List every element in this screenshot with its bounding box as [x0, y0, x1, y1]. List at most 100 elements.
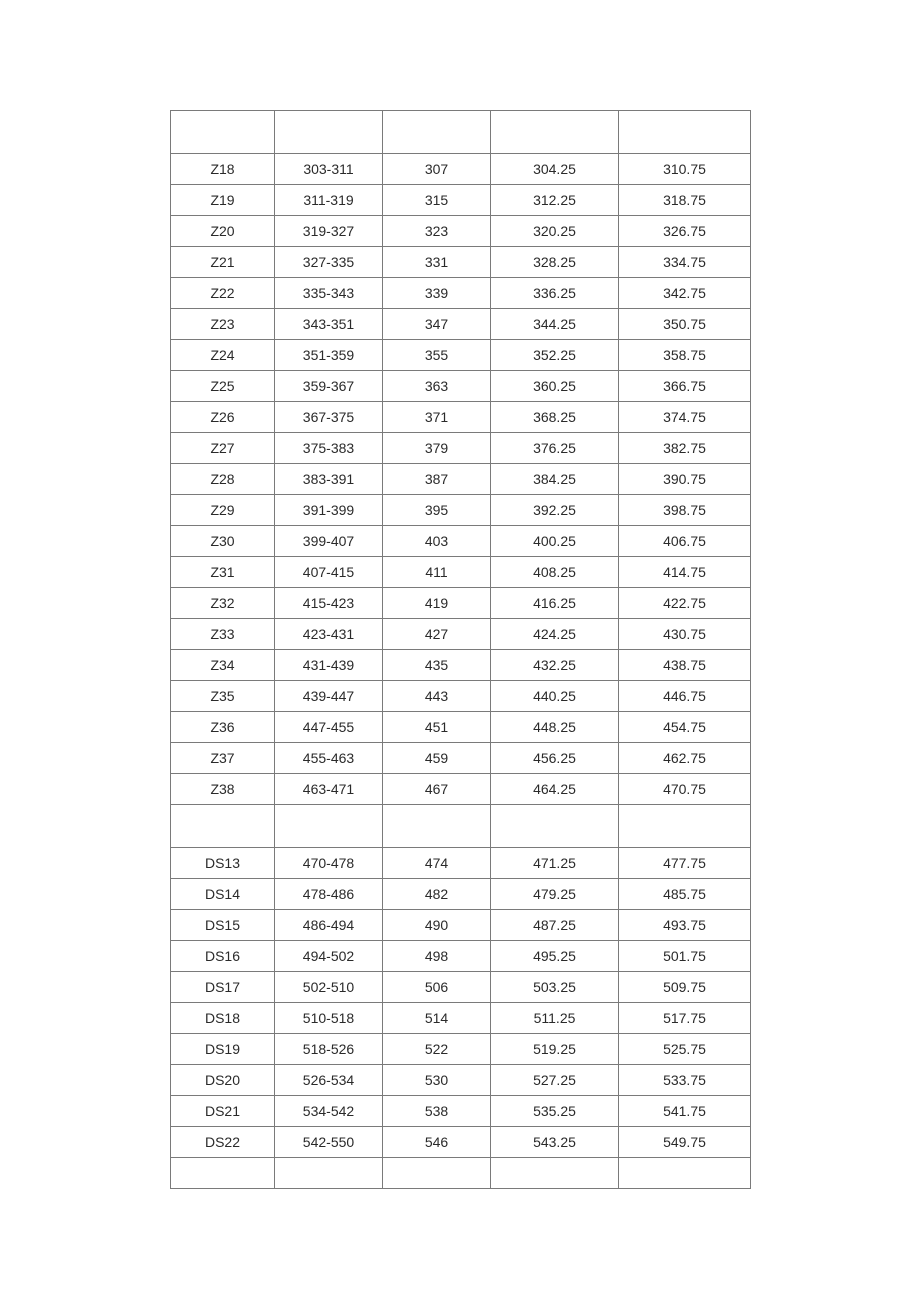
- table-row: Z20319-327323320.25326.75: [171, 216, 751, 247]
- table-cell: 371: [383, 402, 491, 433]
- table-cell: 323: [383, 216, 491, 247]
- table-cell: 482: [383, 879, 491, 910]
- table-cell: 327-335: [275, 247, 383, 278]
- table-cell: 448.25: [491, 712, 619, 743]
- table-cell: Z28: [171, 464, 275, 495]
- table-cell: Z20: [171, 216, 275, 247]
- table-cell: 534-542: [275, 1096, 383, 1127]
- table-cell: DS18: [171, 1003, 275, 1034]
- table-cell: 494-502: [275, 941, 383, 972]
- table-cell: 311-319: [275, 185, 383, 216]
- table-cell: 360.25: [491, 371, 619, 402]
- table-cell: 398.75: [619, 495, 751, 526]
- table-cell: [171, 111, 275, 154]
- table-cell: Z33: [171, 619, 275, 650]
- table-cell: 318.75: [619, 185, 751, 216]
- table-cell: 390.75: [619, 464, 751, 495]
- table-cell: Z29: [171, 495, 275, 526]
- table-cell: 498: [383, 941, 491, 972]
- table-row: DS13470-478474471.25477.75: [171, 848, 751, 879]
- table-cell: 406.75: [619, 526, 751, 557]
- table-cell: 366.75: [619, 371, 751, 402]
- table-cell: [491, 111, 619, 154]
- table-cell: 376.25: [491, 433, 619, 464]
- table-cell: 343-351: [275, 309, 383, 340]
- table-cell: 304.25: [491, 154, 619, 185]
- document-page: Z18303-311307304.25310.75Z19311-31931531…: [0, 0, 920, 1302]
- table-cell: 347: [383, 309, 491, 340]
- table-cell: Z27: [171, 433, 275, 464]
- table-cell: 411: [383, 557, 491, 588]
- table-cell: 430.75: [619, 619, 751, 650]
- table-cell: 331: [383, 247, 491, 278]
- table-cell: 495.25: [491, 941, 619, 972]
- table-cell: 519.25: [491, 1034, 619, 1065]
- table-cell: 530: [383, 1065, 491, 1096]
- table-cell: [275, 1158, 383, 1189]
- table-row: Z24351-359355352.25358.75: [171, 340, 751, 371]
- data-table: Z18303-311307304.25310.75Z19311-31931531…: [170, 110, 751, 1189]
- table-cell: 328.25: [491, 247, 619, 278]
- table-cell: [383, 111, 491, 154]
- table-row: Z34431-439435432.25438.75: [171, 650, 751, 681]
- table-cell: 384.25: [491, 464, 619, 495]
- table-cell: Z34: [171, 650, 275, 681]
- table-cell: 307: [383, 154, 491, 185]
- table-cell: 462.75: [619, 743, 751, 774]
- table-cell: 486-494: [275, 910, 383, 941]
- table-cell: 439-447: [275, 681, 383, 712]
- table-row: DS17502-510506503.25509.75: [171, 972, 751, 1003]
- table-cell: 342.75: [619, 278, 751, 309]
- table-cell: 315: [383, 185, 491, 216]
- table-cell: 424.25: [491, 619, 619, 650]
- table-cell: 518-526: [275, 1034, 383, 1065]
- table-cell: 440.25: [491, 681, 619, 712]
- table-cell: Z31: [171, 557, 275, 588]
- table-cell: 399-407: [275, 526, 383, 557]
- table-cell: DS14: [171, 879, 275, 910]
- table-cell: [383, 1158, 491, 1189]
- table-cell: 423-431: [275, 619, 383, 650]
- table-row: Z22335-343339336.25342.75: [171, 278, 751, 309]
- table-cell: 509.75: [619, 972, 751, 1003]
- table-cell: 407-415: [275, 557, 383, 588]
- table-cell: 474: [383, 848, 491, 879]
- table-cell: 517.75: [619, 1003, 751, 1034]
- table-cell: 391-399: [275, 495, 383, 526]
- table-row: Z30399-407403400.25406.75: [171, 526, 751, 557]
- table-cell: 447-455: [275, 712, 383, 743]
- table-cell: Z32: [171, 588, 275, 619]
- table-cell: 485.75: [619, 879, 751, 910]
- table-cell: 403: [383, 526, 491, 557]
- table-cell: 374.75: [619, 402, 751, 433]
- table-cell: 435: [383, 650, 491, 681]
- table-cell: 387: [383, 464, 491, 495]
- table-cell: 358.75: [619, 340, 751, 371]
- table-row: Z37455-463459456.25462.75: [171, 743, 751, 774]
- table-cell: 415-423: [275, 588, 383, 619]
- table-cell: [619, 111, 751, 154]
- table-cell: [171, 1158, 275, 1189]
- table-cell: 525.75: [619, 1034, 751, 1065]
- table-cell: 549.75: [619, 1127, 751, 1158]
- table-cell: 478-486: [275, 879, 383, 910]
- table-row: Z27375-383379376.25382.75: [171, 433, 751, 464]
- table-row: DS22542-550546543.25549.75: [171, 1127, 751, 1158]
- table-cell: 527.25: [491, 1065, 619, 1096]
- table-cell: 382.75: [619, 433, 751, 464]
- table-cell: 320.25: [491, 216, 619, 247]
- table-cell: 446.75: [619, 681, 751, 712]
- table-row: DS16494-502498495.25501.75: [171, 941, 751, 972]
- table-cell: 400.25: [491, 526, 619, 557]
- table-cell: 502-510: [275, 972, 383, 1003]
- table-row: Z25359-367363360.25366.75: [171, 371, 751, 402]
- table-cell: [619, 805, 751, 848]
- table-cell: 344.25: [491, 309, 619, 340]
- table-cell: DS21: [171, 1096, 275, 1127]
- table-cell: 392.25: [491, 495, 619, 526]
- table-cell: DS13: [171, 848, 275, 879]
- table-cell: 416.25: [491, 588, 619, 619]
- table-cell: Z19: [171, 185, 275, 216]
- table-cell: 543.25: [491, 1127, 619, 1158]
- table-cell: 451: [383, 712, 491, 743]
